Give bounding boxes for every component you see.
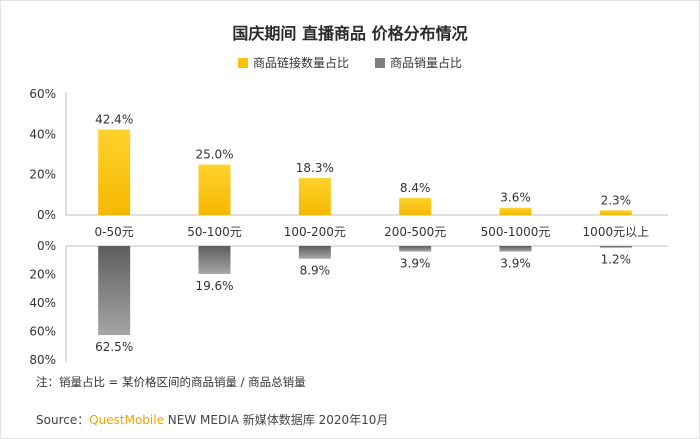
source-rest: NEW MEDIA 新媒体数据库 2020年10月 (163, 413, 389, 427)
bar-sales-value-label: 1.2% (601, 253, 632, 267)
bar-links (599, 210, 632, 215)
bar-links (98, 129, 131, 215)
x-category-label: 500-1000元 (481, 225, 551, 239)
upper-y-tick-label: 0% (37, 208, 56, 222)
legend-swatch-links (237, 57, 248, 68)
bar-sales (499, 246, 532, 252)
x-category-label: 0-50元 (95, 225, 134, 239)
legend-swatch-sales (375, 57, 385, 68)
legend-item-sales: 商品销量占比 (375, 54, 462, 71)
bar-links-value-label: 25.0% (195, 148, 233, 162)
x-category-label: 50-100元 (187, 225, 242, 239)
bar-links-value-label: 42.4% (95, 112, 133, 126)
x-category-label: 1000元以上 (583, 225, 650, 239)
bar-sales (298, 246, 331, 259)
chart-title: 国庆期间 直播商品 价格分布情况 (232, 24, 468, 43)
bar-sales-value-label: 19.6% (195, 279, 233, 293)
upper-y-tick-label: 60% (29, 87, 56, 101)
lower-y-tick-label: 80% (29, 353, 56, 367)
lower-y-tick-label: 60% (29, 325, 56, 339)
bar-links-value-label: 2.3% (601, 193, 632, 207)
bar-links-value-label: 8.4% (400, 181, 431, 195)
lower-y-tick-label: 20% (29, 268, 56, 282)
footnote: 注：销量占比 = 某价格区间的商品销量 / 商品总销量 (36, 375, 306, 389)
bar-links-value-label: 3.6% (500, 191, 531, 205)
bar-sales-value-label: 62.5% (95, 340, 133, 354)
legend-label-sales: 商品销量占比 (390, 56, 463, 70)
source-line: Source：QuestMobile NEW MEDIA 新媒体数据库 2020… (36, 411, 388, 428)
x-category-label: 200-500元 (384, 225, 446, 239)
source-prefix: Source： (36, 413, 90, 427)
bar-sales (98, 246, 131, 336)
upper-y-tick-label: 40% (29, 127, 56, 141)
upper-y-tick-label: 20% (29, 168, 56, 182)
bar-sales-value-label: 3.9% (500, 257, 531, 271)
bar-links-value-label: 18.3% (296, 161, 334, 175)
bar-sales (399, 246, 432, 252)
lower-y-tick-label: 40% (29, 296, 56, 310)
x-category-label: 100-200元 (284, 225, 346, 239)
legend-item-links: 商品链接数量占比 (237, 54, 349, 71)
bar-links (298, 178, 331, 215)
bar-sales-value-label: 8.9% (300, 264, 331, 278)
bar-links (399, 198, 432, 215)
source-brand: QuestMobile (89, 413, 164, 427)
bar-links (499, 207, 532, 215)
bar-sales (198, 246, 231, 274)
legend-label-links: 商品链接数量占比 (252, 56, 349, 70)
bar-sales (599, 246, 632, 248)
lower-y-tick-label: 0% (37, 239, 56, 253)
legend: 商品链接数量占比 商品销量占比 (0, 54, 700, 71)
bar-sales-value-label: 3.9% (400, 257, 431, 271)
bar-links (198, 164, 231, 215)
